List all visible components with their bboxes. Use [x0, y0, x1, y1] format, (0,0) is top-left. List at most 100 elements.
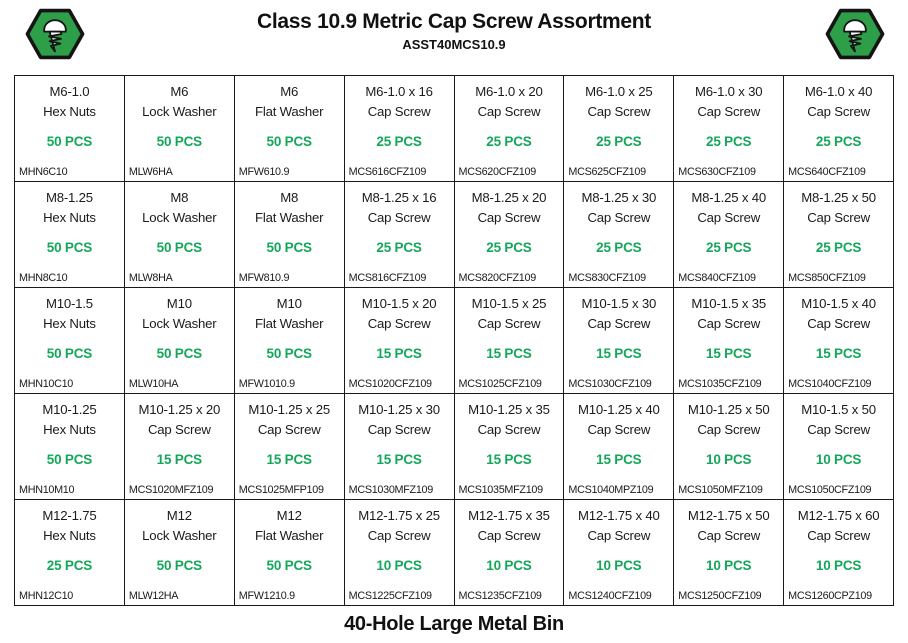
item-name: M8 Flat Washer — [235, 182, 344, 227]
item-part-number: MCS1250CFZ109 — [678, 590, 762, 602]
item-part-number: MCS1040CFZ109 — [788, 378, 872, 390]
item-quantity: 50 PCS — [46, 452, 93, 467]
item-part-number: MFW810.9 — [238, 272, 290, 284]
item-name: M10 Lock Washer — [125, 288, 234, 333]
assortment-cell: M8-1.25 x 40 Cap Screw 25 PCS MCS840CFZ1… — [674, 182, 785, 288]
item-quantity: 10 PCS — [596, 558, 642, 573]
item-name: M12 Lock Washer — [125, 500, 234, 545]
item-type: Cap Screw — [477, 209, 541, 225]
assortment-cell: M12-1.75 x 50 Cap Screw 10 PCS MCS1250CF… — [674, 500, 785, 606]
item-type: Cap Screw — [697, 103, 761, 119]
item-size: M12-1.75 — [42, 508, 97, 523]
item-quantity: 50 PCS — [46, 346, 93, 361]
item-quantity: 15 PCS — [596, 346, 642, 361]
screw-hexagon-icon — [25, 8, 85, 60]
item-name: M10-1.5 x 35 Cap Screw — [674, 288, 783, 333]
item-type: Cap Screw — [367, 315, 431, 331]
item-part-number: MCS1020CFZ109 — [348, 378, 432, 390]
assortment-cell: M6-1.0 Hex Nuts 50 PCS MHN6C10 — [15, 76, 125, 182]
item-quantity: 25 PCS — [376, 134, 422, 149]
item-name: M8-1.25 x 20 Cap Screw — [455, 182, 564, 227]
item-size: M12-1.75 x 50 — [687, 508, 770, 523]
item-type: Hex Nuts — [43, 527, 96, 543]
item-size: M10-1.5 x 40 — [801, 296, 876, 311]
item-part-number: MCS1050CFZ109 — [788, 484, 872, 496]
item-type: Flat Washer — [254, 527, 324, 543]
item-type: Cap Screw — [807, 103, 870, 119]
item-size: M6 — [280, 84, 299, 99]
item-quantity: 10 PCS — [486, 558, 532, 573]
item-part-number: MCS1235CFZ109 — [458, 590, 542, 602]
assortment-cell: M10-1.5 x 20 Cap Screw 15 PCS MCS1020CFZ… — [344, 288, 455, 394]
item-name: M10-1.5 x 25 Cap Screw — [455, 288, 564, 333]
item-quantity: 25 PCS — [46, 558, 93, 573]
item-quantity: 25 PCS — [706, 240, 752, 255]
assortment-cell: M12-1.75 Hex Nuts 25 PCS MHN12C10 — [15, 500, 125, 606]
item-size: M12-1.75 x 35 — [468, 508, 550, 523]
item-part-number: MCS820CFZ109 — [458, 272, 537, 284]
item-type: Cap Screw — [367, 103, 431, 119]
item-type: Hex Nuts — [43, 421, 96, 437]
item-size: M8-1.25 x 20 — [471, 190, 547, 205]
item-quantity: 15 PCS — [815, 346, 862, 361]
item-quantity: 25 PCS — [376, 240, 422, 255]
item-type: Lock Washer — [142, 315, 217, 331]
assortment-cell: M10-1.25 x 25 Cap Screw 15 PCS MCS1025MF… — [234, 394, 345, 500]
item-type: Hex Nuts — [43, 103, 96, 119]
item-quantity: 15 PCS — [706, 346, 752, 361]
item-name: M12-1.75 x 50 Cap Screw — [674, 500, 783, 545]
item-part-number: MFW1210.9 — [238, 590, 295, 602]
item-type: Cap Screw — [587, 103, 651, 119]
assortment-cell: M6-1.0 x 40 Cap Screw 25 PCS MCS640CFZ10… — [784, 76, 894, 182]
item-size: M10-1.5 x 30 — [581, 296, 657, 311]
item-quantity: 25 PCS — [486, 134, 532, 149]
item-name: M10-1.5 x 50 Cap Screw — [784, 394, 893, 439]
item-quantity: 15 PCS — [596, 452, 642, 467]
item-size: M12 — [276, 508, 302, 523]
assortment-cell: M10-1.5 x 25 Cap Screw 15 PCS MCS1025CFZ… — [454, 288, 565, 394]
item-quantity: 10 PCS — [815, 452, 862, 467]
item-size: M8 — [170, 190, 189, 205]
item-name: M8-1.25 x 50 Cap Screw — [784, 182, 893, 227]
item-name: M10-1.5 x 20 Cap Screw — [345, 288, 454, 333]
item-name: M10-1.25 x 50 Cap Screw — [674, 394, 783, 439]
item-size: M10-1.5 x 35 — [691, 296, 766, 311]
item-size: M6-1.0 x 20 — [475, 84, 543, 99]
item-quantity: 15 PCS — [266, 452, 313, 467]
item-type: Cap Screw — [807, 209, 870, 225]
item-part-number: MCS630CFZ109 — [678, 166, 756, 178]
item-part-number: MHN10C10 — [19, 378, 74, 390]
item-type: Cap Screw — [367, 527, 431, 543]
page-title: Class 10.9 Metric Cap Screw Assortment — [257, 10, 651, 33]
item-type: Cap Screw — [147, 421, 211, 437]
item-size: M8-1.25 x 40 — [691, 190, 766, 205]
item-name: M6-1.0 x 16 Cap Screw — [345, 76, 454, 121]
assortment-cell: M10-1.5 x 30 Cap Screw 15 PCS MCS1030CFZ… — [564, 288, 675, 394]
assortment-cell: M10-1.5 x 40 Cap Screw 15 PCS MCS1040CFZ… — [784, 288, 894, 394]
assortment-cell: M12-1.75 x 25 Cap Screw 10 PCS MCS1225CF… — [344, 500, 455, 606]
item-type: Cap Screw — [477, 421, 541, 437]
item-size: M10-1.25 — [42, 402, 97, 417]
item-name: M6 Flat Washer — [235, 76, 344, 121]
item-name: M6-1.0 x 20 Cap Screw — [455, 76, 564, 121]
screw-hexagon-icon — [825, 8, 885, 60]
item-size: M6 — [170, 84, 189, 99]
item-size: M12-1.75 x 40 — [577, 508, 660, 523]
item-part-number: MCS616CFZ109 — [348, 166, 427, 178]
assortment-cell: M6-1.0 x 25 Cap Screw 25 PCS MCS625CFZ10… — [564, 76, 675, 182]
item-type: Flat Washer — [254, 103, 324, 119]
assortment-cell: M12-1.75 x 35 Cap Screw 10 PCS MCS1235CF… — [454, 500, 565, 606]
assortment-table: M6-1.0 Hex Nuts 50 PCS MHN6C10 M6 Lock W… — [14, 75, 894, 606]
item-quantity: 10 PCS — [376, 558, 422, 573]
item-size: M10 — [166, 296, 192, 311]
item-part-number: MFW610.9 — [238, 166, 290, 178]
item-quantity: 25 PCS — [596, 240, 642, 255]
item-size: M10-1.25 x 40 — [577, 402, 660, 417]
item-quantity: 25 PCS — [815, 240, 862, 255]
item-size: M6-1.0 x 40 — [804, 84, 873, 99]
assortment-cell: M10 Flat Washer 50 PCS MFW1010.9 — [234, 288, 345, 394]
assortment-cell: M10-1.5 x 35 Cap Screw 15 PCS MCS1035CFZ… — [674, 288, 785, 394]
item-name: M6-1.0 Hex Nuts — [15, 76, 124, 121]
item-part-number: MLW6HA — [128, 166, 173, 178]
